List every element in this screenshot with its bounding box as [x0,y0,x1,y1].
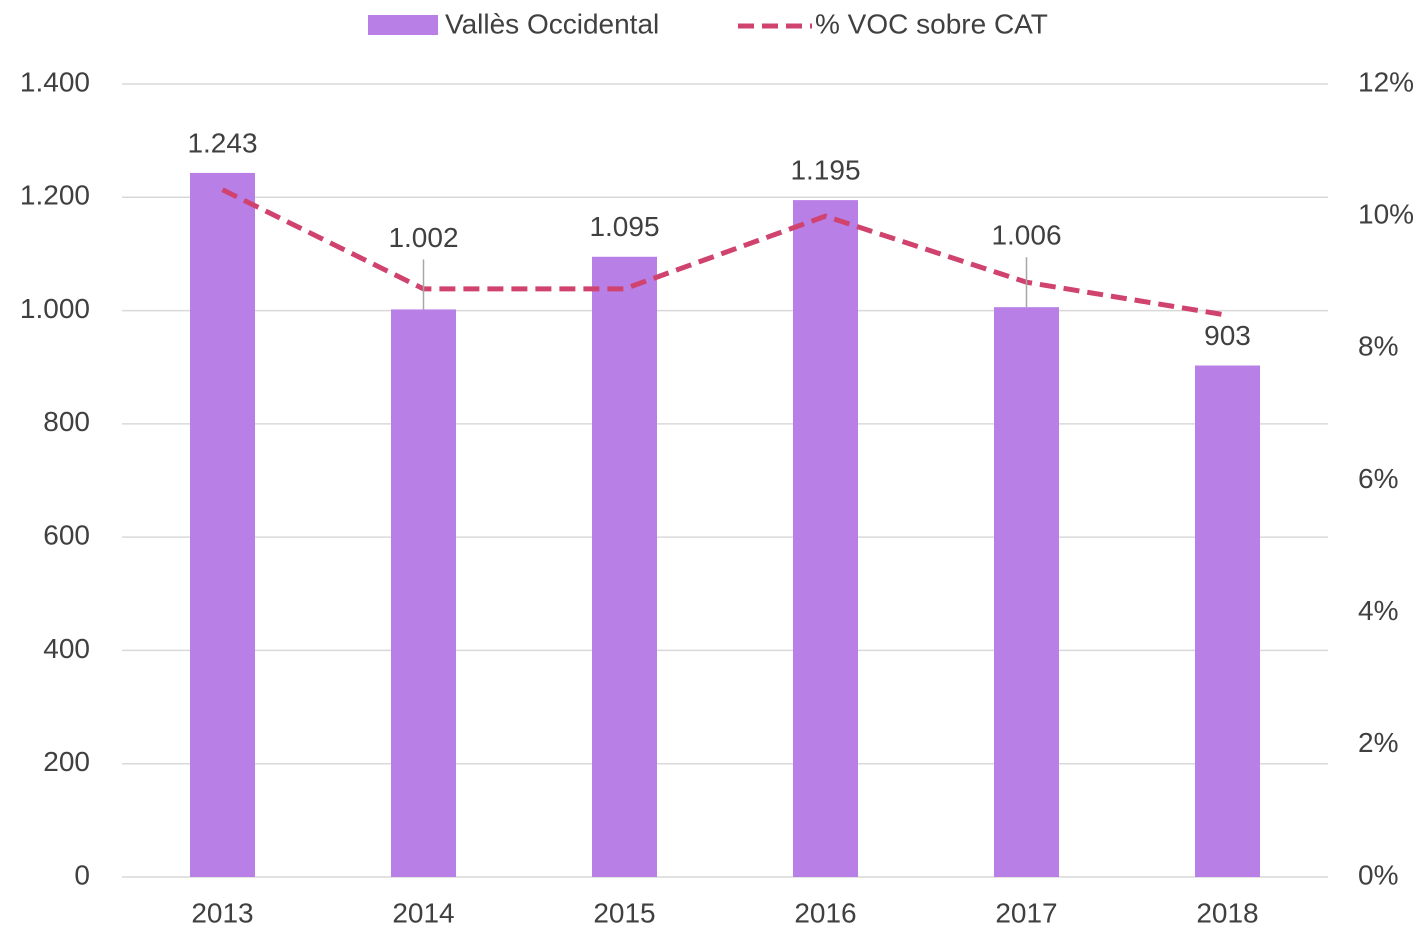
x-tick-label: 2016 [794,897,856,928]
y2-tick-label: 2% [1358,727,1398,758]
legend-label: % VOC sobre CAT [815,8,1048,39]
bar [391,309,456,877]
bar [793,200,858,877]
y-tick-label: 400 [43,633,90,664]
data-label: 1.002 [388,222,458,253]
y-tick-label: 600 [43,520,90,551]
y2-tick-label: 12% [1358,66,1414,97]
bar [1195,365,1260,877]
y2-tick-label: 0% [1358,859,1398,890]
y-tick-label: 1.200 [20,180,90,211]
y-tick-label: 200 [43,746,90,777]
legend-swatch [368,15,438,35]
data-label: 1.195 [790,155,860,186]
y2-tick-label: 4% [1358,595,1398,626]
x-tick-label: 2015 [593,897,655,928]
bar [994,307,1059,877]
y2-tick-label: 6% [1358,463,1398,494]
y-tick-label: 1.000 [20,293,90,324]
bar [592,256,657,877]
bar [190,172,255,877]
y-tick-label: 1.400 [20,66,90,97]
y-tick-label: 800 [43,406,90,437]
x-tick-label: 2017 [995,897,1057,928]
legend-label: Vallès Occidental [445,8,659,39]
line [221,187,1228,318]
y-tick-label: 0 [74,859,90,890]
data-label: 1.243 [187,127,257,158]
y2-tick-label: 10% [1358,199,1414,230]
y2-tick-label: 8% [1358,331,1398,362]
x-tick-label: 2014 [392,897,454,928]
data-label: 1.095 [589,211,659,242]
x-tick-label: 2013 [191,897,253,928]
data-label: 1.006 [991,220,1061,251]
x-tick-label: 2018 [1196,897,1258,928]
data-label: 903 [1204,320,1251,351]
